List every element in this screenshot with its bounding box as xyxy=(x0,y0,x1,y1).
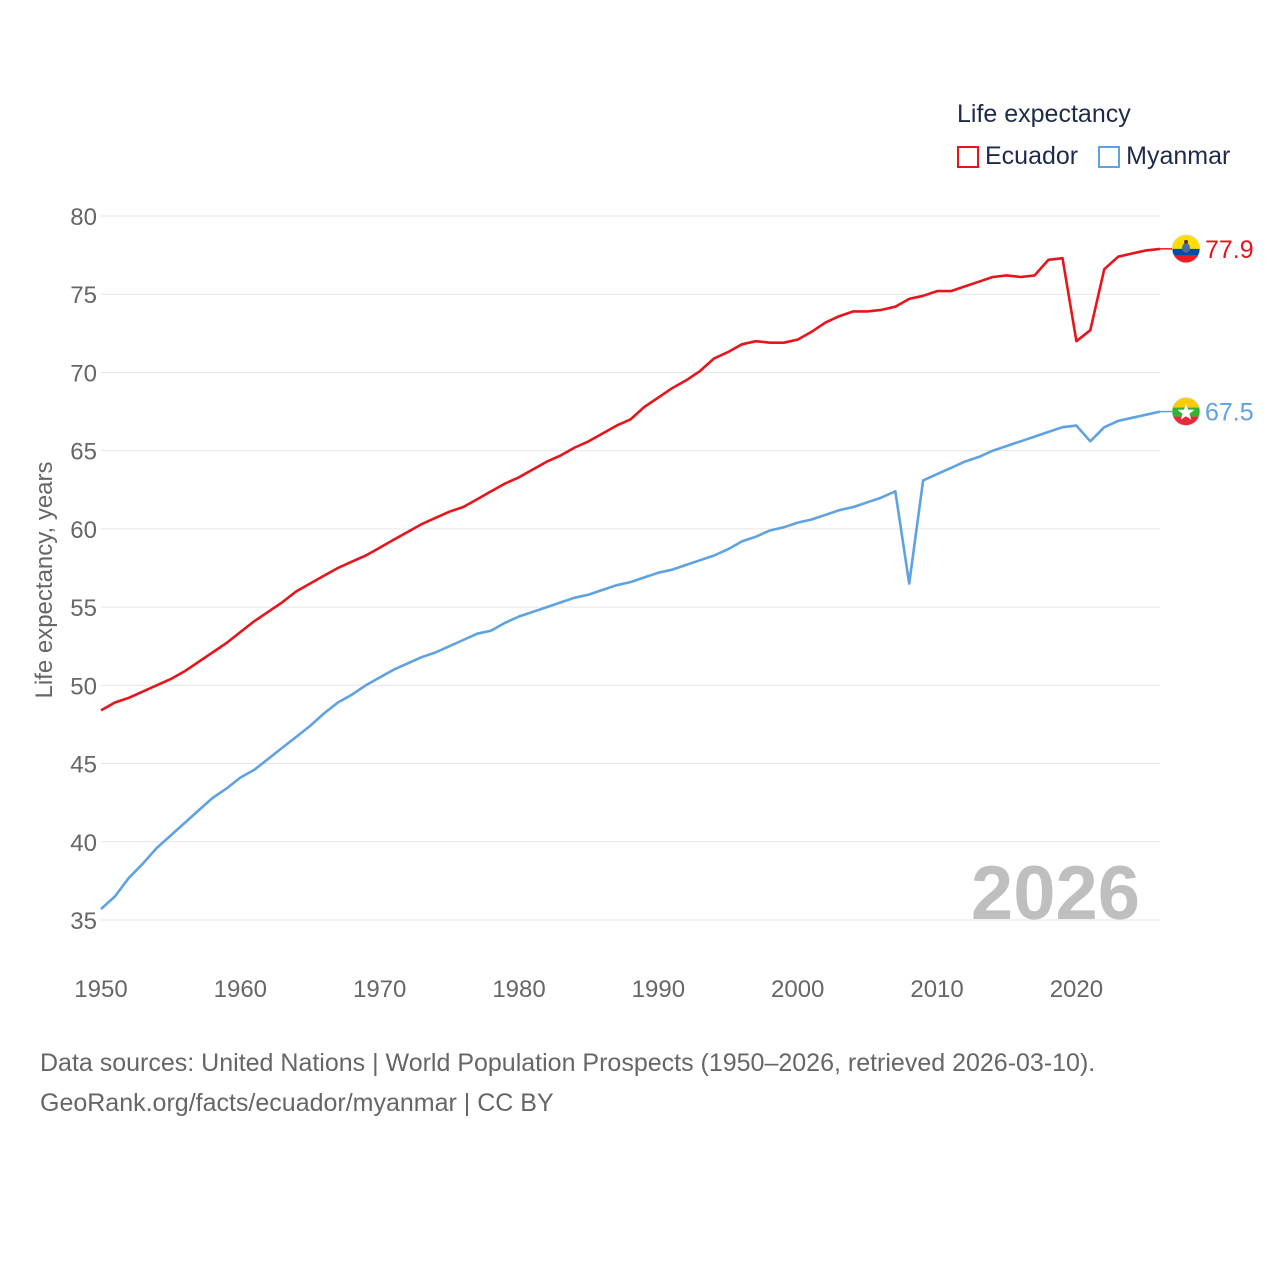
legend-swatch-myanmar xyxy=(1098,145,1121,168)
series-lines xyxy=(100,247,1161,910)
series-line-ecuador[interactable] xyxy=(100,247,1161,712)
legend-label-myanmar: Myanmar xyxy=(1126,142,1231,170)
y-tick-label: 35 xyxy=(70,908,97,935)
legend-swatch-ecuador xyxy=(957,145,979,168)
y-tick-label: 50 xyxy=(70,673,97,700)
y-axis-label: Life expectancy, years xyxy=(31,461,58,698)
gridlines xyxy=(101,215,1160,921)
series-end-labels: 77.9 67.5 xyxy=(1160,234,1254,427)
x-tick-label: 2010 xyxy=(910,976,963,1003)
current-year-label: 2026 xyxy=(970,851,1140,936)
legend-label-ecuador: Ecuador xyxy=(985,142,1079,170)
source-line-2[interactable]: GeoRank.org/facts/ecuador/myanmar | CC B… xyxy=(40,1089,554,1117)
flag-icon-ecuador xyxy=(1171,234,1201,264)
x-axis-ticks: 1950 1960 1970 1980 1990 2000 2010 2020 xyxy=(74,976,1103,1003)
x-tick-label: 1980 xyxy=(492,976,545,1003)
y-axis-ticks: 35 40 45 50 55 60 65 70 75 80 xyxy=(70,204,97,935)
source-line-1: Data sources: United Nations | World Pop… xyxy=(40,1049,1096,1077)
source-note: Data sources: United Nations | World Pop… xyxy=(40,1043,1095,1123)
x-tick-label: 2000 xyxy=(771,976,824,1003)
y-tick-label: 45 xyxy=(70,752,97,779)
x-tick-label: 1950 xyxy=(74,976,127,1003)
legend-item-ecuador[interactable]: Ecuador xyxy=(957,142,1078,171)
y-tick-label: 55 xyxy=(70,595,97,622)
x-tick-label: 2020 xyxy=(1050,976,1103,1003)
y-tick-label: 60 xyxy=(70,517,97,544)
x-tick-label: 1960 xyxy=(214,976,267,1003)
legend: Ecuador Myanmar xyxy=(957,142,1250,171)
series-line-myanmar[interactable] xyxy=(100,410,1161,910)
legend-title: Life expectancy xyxy=(957,100,1131,128)
y-tick-label: 40 xyxy=(70,830,97,857)
y-tick-label: 70 xyxy=(70,360,97,387)
x-tick-label: 1990 xyxy=(632,976,685,1003)
flag-icon-myanmar xyxy=(1171,397,1201,426)
y-tick-label: 65 xyxy=(70,439,97,466)
end-value-label-myanmar: 67.5 xyxy=(1205,399,1254,427)
x-tick-label: 1970 xyxy=(353,976,406,1003)
y-tick-label: 75 xyxy=(70,282,97,309)
end-value-label-ecuador: 77.9 xyxy=(1205,236,1254,264)
y-tick-label: 80 xyxy=(70,204,97,231)
legend-item-myanmar[interactable]: Myanmar xyxy=(1098,142,1230,171)
